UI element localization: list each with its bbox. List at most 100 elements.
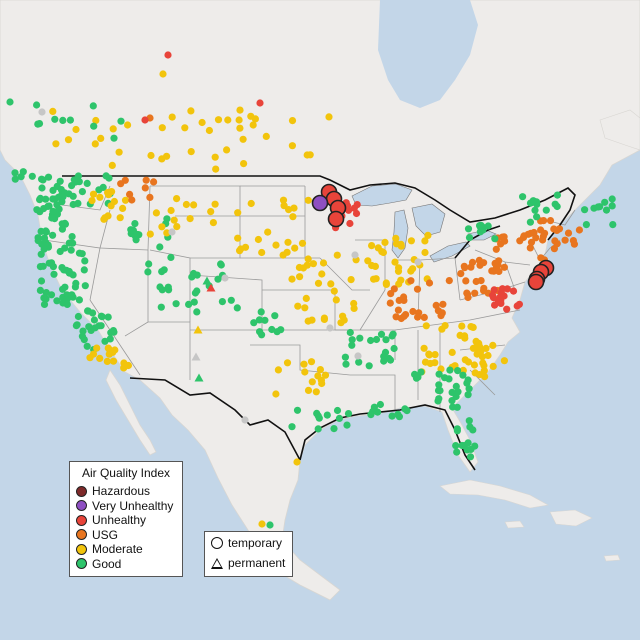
monitor-point [333, 251, 341, 259]
monitor-point [95, 322, 103, 330]
lake-erie [429, 241, 471, 263]
monitor-point [186, 215, 194, 223]
monitor-point [307, 358, 316, 366]
monitor-point [435, 381, 443, 389]
monitor-point [93, 344, 101, 352]
monitor-point [478, 353, 486, 361]
legend-label-permanent: permanent [228, 556, 286, 570]
monitor-point [249, 121, 257, 129]
monitor-point [108, 161, 116, 169]
monitor-point [156, 243, 164, 251]
monitor-point [110, 134, 118, 142]
monitor-point [330, 287, 338, 295]
monitor-point [539, 236, 547, 244]
monitor-point [145, 260, 153, 268]
monitor-point [109, 125, 117, 133]
monitor-point [109, 357, 118, 365]
monitor-point [374, 244, 382, 252]
monitor-point [81, 257, 89, 265]
monitor-point [431, 351, 439, 359]
monitor-point [425, 351, 433, 359]
monitor-point [89, 350, 98, 358]
monitor-point [452, 442, 460, 450]
monitor-point [100, 215, 108, 223]
monitor-point [164, 283, 172, 291]
monitor-point [236, 106, 244, 114]
monitor-point [223, 146, 231, 154]
monitor-point [235, 116, 243, 124]
monitor-point [551, 200, 559, 208]
monitor-point [207, 208, 215, 216]
monitor-point [67, 246, 75, 254]
monitor-point [332, 296, 340, 304]
legend-label: Hazardous [92, 484, 151, 499]
monitor-point [471, 289, 479, 297]
monitor-point [467, 323, 475, 331]
monitor-point [347, 276, 355, 284]
monitor-point [38, 108, 46, 116]
monitor-type-legend: temporary permanent [204, 531, 293, 577]
monitor-point [382, 336, 390, 344]
monitor-point [541, 229, 549, 237]
monitor-point [59, 193, 67, 201]
monitor-point [98, 313, 106, 321]
monitor-point [496, 293, 504, 301]
legend-swatch [76, 558, 87, 570]
monitor-point [609, 221, 617, 229]
legend-row-permanent: permanent [205, 554, 292, 572]
monitor-point [72, 279, 80, 287]
monitor-point [377, 330, 386, 338]
monitor-point [596, 203, 604, 211]
monitor-point [344, 410, 353, 418]
monitor-point [49, 231, 57, 239]
monitor-point [530, 228, 538, 237]
monitor-point [34, 237, 42, 245]
legend-swatch [76, 500, 87, 512]
monitor-point [340, 316, 348, 324]
monitor-point [495, 267, 503, 275]
monitor-point [581, 206, 589, 214]
monitor-point [453, 448, 461, 456]
monitor-point [33, 206, 41, 214]
monitor-point [582, 221, 591, 229]
monitor-point [173, 195, 181, 203]
monitor-point [463, 379, 471, 387]
monitor-point [395, 264, 403, 272]
monitor-point [500, 233, 508, 241]
monitor-point [464, 358, 473, 366]
monitor-point [84, 307, 92, 315]
monitor-point [509, 287, 518, 295]
monitor-point [233, 304, 241, 312]
monitor-point [553, 240, 561, 248]
monitor-point [293, 406, 302, 414]
monitor-point [74, 312, 82, 321]
monitor-point [79, 327, 87, 335]
monitor-point [392, 234, 400, 242]
circle-icon [211, 537, 223, 549]
monitor-point [464, 225, 473, 233]
monitor-point [167, 206, 175, 215]
monitor-point [121, 196, 130, 204]
large-monitor-point [311, 194, 329, 212]
monitor-point [436, 387, 444, 395]
monitor-point [42, 295, 50, 303]
monitor-point [330, 425, 338, 433]
monitor-point [168, 228, 176, 236]
legend-label: Very Unhealthy [92, 498, 174, 513]
monitor-point [70, 176, 78, 184]
monitor-point [500, 263, 508, 271]
monitor-point [236, 124, 244, 132]
monitor-point [304, 386, 313, 394]
monitor-point [356, 334, 364, 342]
monitor-point [570, 240, 579, 248]
large-monitor-point [327, 210, 345, 228]
monitor-point [261, 316, 269, 324]
monitor-point [533, 213, 541, 221]
monitor-point [304, 255, 312, 263]
monitor-point [471, 344, 479, 352]
newfoundland [599, 109, 640, 151]
monitor-point [490, 267, 498, 275]
monitor-point [461, 264, 469, 272]
puerto-rico [603, 554, 621, 562]
legend-label: Unhealthy [92, 513, 147, 528]
